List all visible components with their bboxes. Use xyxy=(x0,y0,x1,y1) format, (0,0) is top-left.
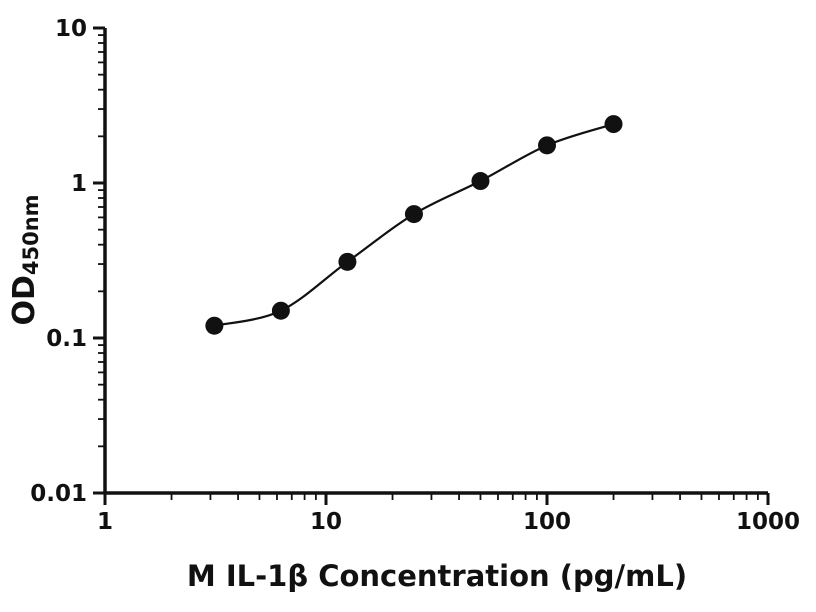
data-point xyxy=(205,316,224,335)
axes xyxy=(103,28,768,495)
data-point xyxy=(404,205,423,224)
data-point xyxy=(271,301,290,320)
x-tick-labels: 1 10 100 1000 xyxy=(97,509,800,535)
x-axis-title: M IL-1β Concentration (pg/mL) xyxy=(187,559,687,593)
y-minor-ticks xyxy=(98,34,105,448)
y-tick-label: 0.1 xyxy=(46,326,87,352)
x-tick-label: 1000 xyxy=(736,509,800,535)
y-tick-label: 1 xyxy=(71,171,87,197)
data-point xyxy=(471,172,490,191)
x-tick-label: 10 xyxy=(310,509,342,535)
data-point xyxy=(604,115,623,134)
y-tick-labels: 0.01 0.1 1 10 xyxy=(30,16,87,507)
y-axis-title-sub: 450nm xyxy=(19,194,43,275)
x-major-ticks xyxy=(103,493,770,505)
x-tick-label: 1 xyxy=(97,509,113,535)
y-axis-title-main: OD xyxy=(7,275,42,325)
x-minor-ticks xyxy=(170,493,759,500)
x-tick-label: 100 xyxy=(523,509,571,535)
data-point xyxy=(538,136,556,155)
fit-curve-group xyxy=(214,123,614,327)
y-tick-label: 0.01 xyxy=(30,481,87,507)
y-major-ticks xyxy=(93,26,105,495)
y-axis-title: OD450nm xyxy=(7,194,43,325)
data-point xyxy=(338,252,357,271)
y-tick-label: 10 xyxy=(55,16,87,42)
fit-curve xyxy=(214,123,614,327)
data-points xyxy=(205,115,623,335)
